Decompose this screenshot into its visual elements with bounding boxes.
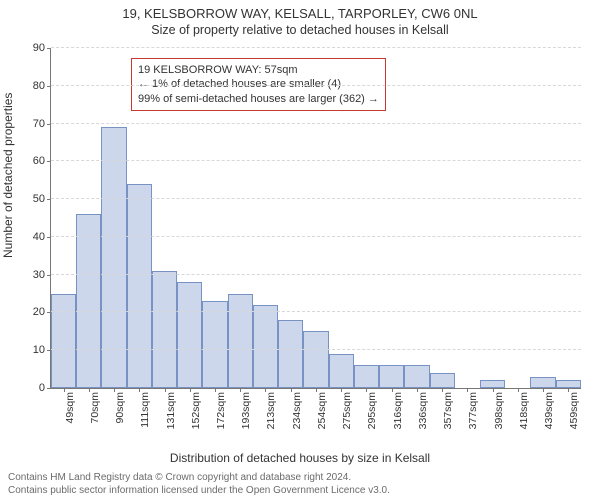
bar-column: 336sqm bbox=[404, 48, 429, 388]
y-tick-label: 20 bbox=[33, 306, 51, 318]
x-tick-label: 90sqm bbox=[114, 392, 126, 424]
y-axis-label: Number of detached properties bbox=[1, 242, 15, 258]
y-tick-label: 70 bbox=[33, 118, 51, 130]
histogram-bar bbox=[278, 320, 303, 388]
x-tick-label: 377sqm bbox=[467, 392, 479, 429]
y-tick-label: 60 bbox=[33, 155, 51, 167]
bar-column: 70sqm bbox=[76, 48, 101, 388]
x-tick-label: 439sqm bbox=[543, 392, 555, 429]
histogram-bar bbox=[127, 184, 152, 388]
x-tick-label: 70sqm bbox=[89, 392, 101, 424]
x-tick-label: 131sqm bbox=[165, 392, 177, 429]
gridline bbox=[51, 160, 581, 161]
x-tick-label: 254sqm bbox=[316, 392, 328, 429]
histogram-bar bbox=[556, 380, 581, 388]
y-tick-label: 50 bbox=[33, 193, 51, 205]
x-tick-label: 172sqm bbox=[215, 392, 227, 429]
histogram-bar bbox=[51, 294, 76, 388]
x-tick-label: 111sqm bbox=[139, 392, 151, 428]
y-tick-label: 40 bbox=[33, 231, 51, 243]
histogram-bar bbox=[228, 294, 253, 388]
y-tick-label: 80 bbox=[33, 80, 51, 92]
x-tick-label: 234sqm bbox=[291, 392, 303, 429]
histogram-bar bbox=[530, 377, 555, 388]
chart-title: 19, KELSBORROW WAY, KELSALL, TARPORLEY, … bbox=[0, 0, 600, 21]
histogram-bar bbox=[354, 365, 379, 388]
x-tick-label: 193sqm bbox=[240, 392, 252, 429]
bar-column: 439sqm bbox=[530, 48, 555, 388]
x-tick-label: 398sqm bbox=[493, 392, 505, 429]
histogram-bar bbox=[329, 354, 354, 388]
histogram-bar bbox=[177, 282, 202, 388]
histogram-bar bbox=[152, 271, 177, 388]
gridline bbox=[51, 198, 581, 199]
y-tick-label: 10 bbox=[33, 344, 51, 356]
x-tick-label: 275sqm bbox=[341, 392, 353, 429]
bar-column: 49sqm bbox=[51, 48, 76, 388]
annotation-line: 19 KELSBORROW WAY: 57sqm bbox=[138, 63, 379, 77]
gridline bbox=[51, 349, 581, 350]
plot-area: 49sqm70sqm90sqm111sqm131sqm152sqm172sqm1… bbox=[50, 48, 581, 389]
annotation-line: 99% of semi-detached houses are larger (… bbox=[138, 92, 379, 106]
y-tick-label: 0 bbox=[39, 382, 51, 394]
x-tick-label: 295sqm bbox=[366, 392, 378, 429]
x-tick-label: 459sqm bbox=[568, 392, 580, 429]
histogram-bar bbox=[480, 380, 505, 388]
histogram-bar bbox=[76, 214, 101, 388]
histogram-bar bbox=[430, 373, 455, 388]
histogram-bar bbox=[303, 331, 328, 388]
histogram-bar bbox=[253, 305, 278, 388]
x-tick-label: 316sqm bbox=[392, 392, 404, 429]
x-axis-label: Distribution of detached houses by size … bbox=[0, 451, 600, 465]
gridline bbox=[51, 85, 581, 86]
x-tick-label: 213sqm bbox=[265, 392, 277, 429]
bar-column: 398sqm bbox=[480, 48, 505, 388]
bar-column: 357sqm bbox=[430, 48, 455, 388]
y-tick-label: 30 bbox=[33, 269, 51, 281]
x-tick-label: 336sqm bbox=[417, 392, 429, 429]
y-tick-label: 90 bbox=[33, 42, 51, 54]
gridline bbox=[51, 47, 581, 48]
footer-attribution: Contains HM Land Registry data © Crown c… bbox=[8, 472, 390, 497]
x-tick-label: 49sqm bbox=[64, 392, 76, 424]
gridline bbox=[51, 311, 581, 312]
histogram-bar bbox=[379, 365, 404, 388]
bar-column: 459sqm bbox=[556, 48, 581, 388]
gridline bbox=[51, 274, 581, 275]
histogram-bar bbox=[202, 301, 227, 388]
footer-line-2: Contains public sector information licen… bbox=[8, 485, 390, 498]
x-tick-label: 418sqm bbox=[518, 392, 530, 429]
x-tick-label: 152sqm bbox=[190, 392, 202, 429]
bar-column: 418sqm bbox=[505, 48, 530, 388]
bar-column: 377sqm bbox=[455, 48, 480, 388]
gridline bbox=[51, 236, 581, 237]
bar-column: 90sqm bbox=[101, 48, 126, 388]
histogram-bar bbox=[404, 365, 429, 388]
chart-subtitle: Size of property relative to detached ho… bbox=[0, 21, 600, 37]
gridline bbox=[51, 123, 581, 124]
x-tick-label: 357sqm bbox=[442, 392, 454, 429]
footer-line-1: Contains HM Land Registry data © Crown c… bbox=[8, 472, 390, 485]
